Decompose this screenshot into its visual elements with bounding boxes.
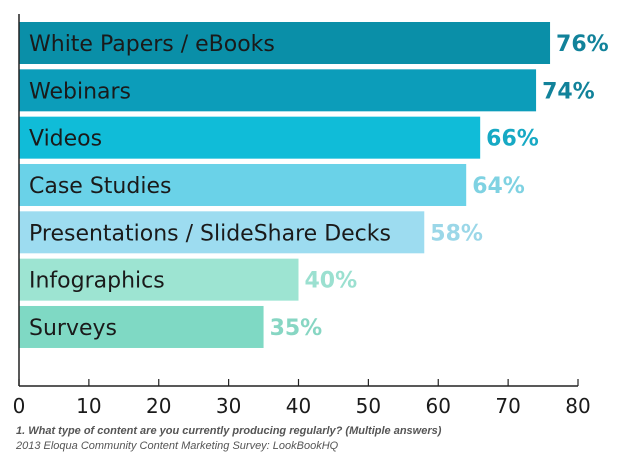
bar-value-label: 66% bbox=[486, 127, 539, 152]
x-tick-label: 30 bbox=[216, 394, 241, 418]
x-tick-label: 60 bbox=[426, 394, 451, 418]
bar-value-label: 58% bbox=[430, 221, 483, 246]
x-tick-label: 70 bbox=[495, 394, 520, 418]
bar-5 bbox=[19, 258, 299, 301]
bar-category-label: Presentations / SlideShare Decks bbox=[29, 221, 391, 246]
bar-value-label: 74% bbox=[542, 79, 595, 104]
footnote-question: 1. What type of content are you currentl… bbox=[16, 425, 442, 437]
bar-3 bbox=[19, 163, 467, 206]
bar-category-label: White Papers / eBooks bbox=[29, 32, 275, 57]
bar-value-label: 64% bbox=[472, 174, 525, 199]
bar-value-label: 76% bbox=[556, 32, 609, 57]
x-tick-label: 40 bbox=[286, 394, 311, 418]
bar-6 bbox=[19, 305, 264, 348]
bar-category-label: Videos bbox=[29, 127, 102, 152]
bar-4 bbox=[19, 211, 425, 254]
bar-category-label: Case Studies bbox=[29, 174, 171, 199]
bar-value-label: 40% bbox=[305, 269, 358, 294]
x-tick-label: 80 bbox=[565, 394, 590, 418]
footnote-source: 2013 Eloqua Community Content Marketing … bbox=[16, 440, 339, 452]
x-tick-label: 10 bbox=[76, 394, 101, 418]
bar-category-label: Webinars bbox=[29, 79, 131, 104]
x-tick-label: 0 bbox=[13, 394, 26, 418]
bar-category-label: Surveys bbox=[29, 316, 117, 341]
x-tick-label: 50 bbox=[356, 394, 381, 418]
bar-chart: White Papers / eBooks 76% Webinars 74% Video… bbox=[13, 14, 609, 418]
bar-0 bbox=[19, 22, 551, 64]
bar-category-label: Infographics bbox=[29, 269, 165, 294]
bar-2 bbox=[19, 116, 481, 159]
bar-value-label: 35% bbox=[270, 316, 323, 341]
x-tick-label: 20 bbox=[146, 394, 171, 418]
bar-1 bbox=[19, 69, 537, 112]
